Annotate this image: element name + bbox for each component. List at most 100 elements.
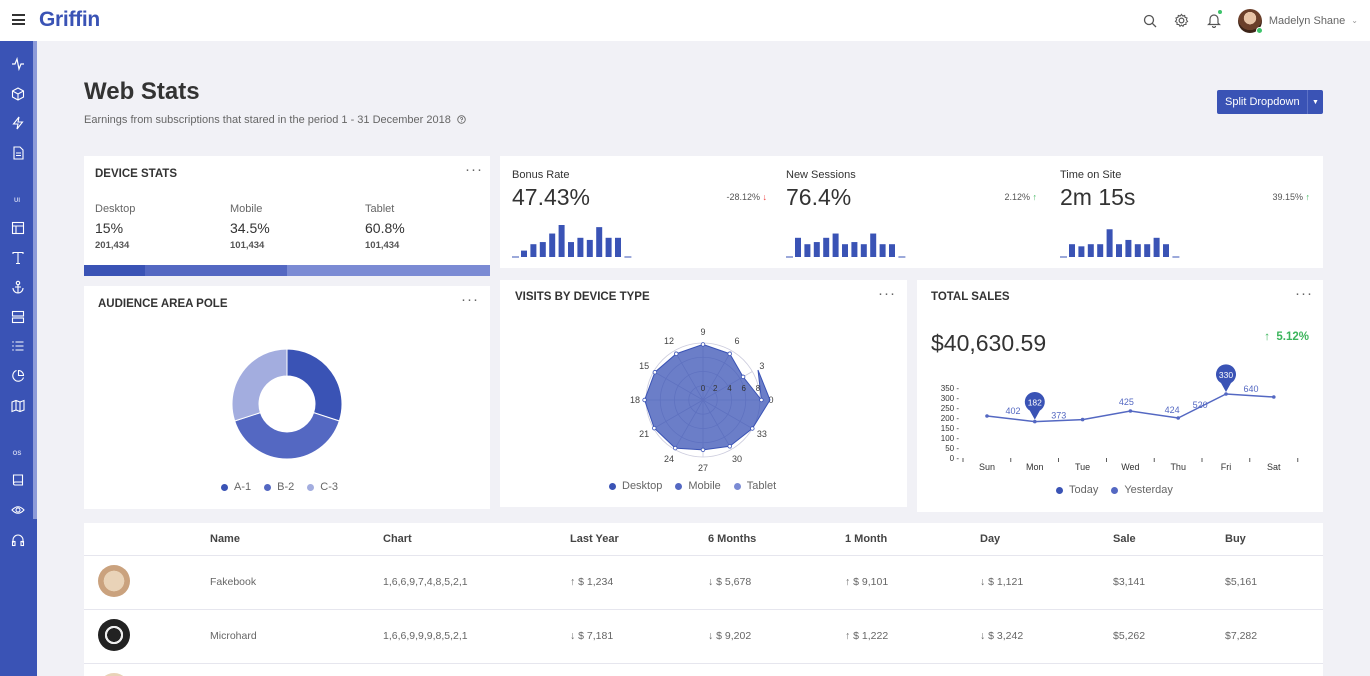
search-icon[interactable]: [1134, 0, 1166, 41]
legend-item[interactable]: Tablet: [733, 480, 776, 492]
bar: [558, 225, 565, 257]
avatar[interactable]: [1237, 8, 1263, 34]
column-header[interactable]: Sale: [1113, 533, 1136, 545]
caret-down-icon[interactable]: ▼: [1307, 90, 1323, 114]
device-share-segment: [144, 265, 287, 276]
bar: [823, 237, 830, 257]
column-header[interactable]: 1 Month: [845, 533, 888, 545]
y-tick-label: 50 -: [945, 444, 959, 453]
eye-icon[interactable]: [9, 501, 27, 519]
radar-axis-label: 21: [639, 429, 649, 439]
row-chart: 1,6,6,9,9,9,8,5,2,1: [383, 630, 468, 642]
stat-value: 76.4%: [786, 184, 852, 210]
x-tick-label: Wed: [1121, 462, 1139, 472]
list-icon[interactable]: [9, 337, 27, 355]
more-horizontal-icon[interactable]: ···: [465, 161, 483, 178]
radar-axis-label: 33: [757, 429, 767, 439]
legend-item[interactable]: Yesterday: [1111, 484, 1173, 496]
menu-icon[interactable]: [12, 14, 25, 25]
top-bar: Griffin Madelyn Shane ⌄: [0, 0, 1370, 41]
server-icon[interactable]: [9, 308, 27, 326]
online-status-dot: [1255, 26, 1263, 34]
more-horizontal-icon[interactable]: ···: [878, 285, 896, 302]
legend-item[interactable]: A-1: [221, 481, 251, 493]
chart-legend: A-1 B-2 C-3: [221, 481, 351, 493]
file-icon[interactable]: [9, 144, 27, 162]
chart-legend: Desktop Mobile Tablet: [609, 480, 789, 492]
marker-label: 330: [1219, 370, 1233, 380]
split-dropdown-button[interactable]: Split Dropdown ▼: [1217, 90, 1323, 114]
layout-icon[interactable]: [9, 219, 27, 237]
user-name[interactable]: Madelyn Shane: [1268, 14, 1346, 27]
legend-dot: [221, 483, 228, 491]
stat-label: Bonus Rate: [512, 169, 570, 181]
donut-chart: [231, 348, 343, 460]
company-logo: [98, 673, 130, 676]
legend-item[interactable]: Mobile: [675, 480, 721, 492]
cube-icon[interactable]: [9, 85, 27, 103]
row-buy: $7,282: [1225, 630, 1258, 642]
bar: [539, 242, 546, 257]
stat-value: 2m 15s: [1060, 184, 1136, 210]
gear-icon[interactable]: [1166, 0, 1198, 41]
radar-axis-label: 9: [700, 327, 705, 337]
row-name[interactable]: Fakebook: [210, 576, 257, 588]
activity-icon[interactable]: [9, 55, 27, 73]
x-tick-label: Fri: [1221, 462, 1232, 472]
column-header[interactable]: Day: [980, 533, 1001, 545]
stat-value: 47.43%: [512, 184, 591, 210]
type-icon[interactable]: [9, 249, 27, 267]
legend-label: Desktop: [622, 480, 663, 492]
legend-item[interactable]: Today: [1056, 484, 1098, 496]
device-share-segment: [287, 265, 490, 276]
column-header[interactable]: Buy: [1225, 533, 1246, 545]
row-name[interactable]: Microhard: [210, 630, 257, 642]
mini-stats-card: Bonus Rate 47.43% -28.12% ↓ New Sessions…: [500, 156, 1323, 268]
row-sale: $3,141: [1113, 576, 1146, 588]
divider: [84, 663, 1323, 664]
bell-icon[interactable]: [1198, 0, 1230, 41]
row-buy: $5,161: [1225, 576, 1258, 588]
help-circle-icon[interactable]: [457, 115, 466, 127]
map-icon[interactable]: [9, 397, 27, 415]
mini-stat-time-on-site: Time on Site 2m 15s 39.15% ↑: [1060, 156, 1310, 268]
row-chart: 1,6,6,9,7,4,8,5,2,1: [383, 576, 468, 588]
line-chart: 0 -50 -100 -150 -200 -250 -300 -350 - Sun…: [941, 364, 1299, 472]
more-horizontal-icon[interactable]: ···: [461, 291, 479, 308]
more-horizontal-icon[interactable]: ···: [1295, 285, 1313, 302]
chevron-down-icon[interactable]: ⌄: [1351, 16, 1358, 25]
legend-item[interactable]: C-3: [307, 481, 338, 493]
column-header[interactable]: Chart: [383, 533, 412, 545]
device-stat-desktop: Desktop 15% 201,434: [95, 203, 135, 251]
column-header[interactable]: Name: [210, 533, 240, 545]
device-count: 101,434: [365, 240, 400, 251]
legend-item[interactable]: B-2: [264, 481, 294, 493]
anchor-icon[interactable]: [9, 278, 27, 296]
row-value: $ 7,181: [578, 630, 614, 642]
sidebar-scrollbar[interactable]: [33, 41, 37, 519]
book-icon[interactable]: [9, 471, 27, 489]
arrow-up-icon: ↑: [845, 630, 851, 642]
legend-dot: [307, 483, 315, 491]
split-dropdown-label[interactable]: Split Dropdown: [1225, 96, 1300, 108]
bar: [870, 233, 877, 257]
sales-point: [1272, 395, 1276, 399]
zap-icon[interactable]: [9, 114, 27, 132]
legend-item[interactable]: Desktop: [609, 480, 662, 492]
user-menu[interactable]: Madelyn Shane ⌄: [1237, 8, 1358, 34]
x-tick-label: Thu: [1170, 462, 1186, 472]
arrow-down-icon: ↓: [980, 576, 986, 588]
row-one-month: ↑ $ 9,101: [845, 576, 888, 588]
sales-point: [1128, 409, 1133, 413]
bar: [879, 244, 886, 257]
radar-ring-label: 4: [727, 384, 732, 393]
y-tick-label: 0 -: [950, 454, 960, 463]
total-sales-card: TOTAL SALES ··· $40,630.59 ↑ 5.12% 0 -50…: [917, 280, 1323, 512]
column-header[interactable]: Last Year: [570, 533, 619, 545]
pie-chart-icon[interactable]: [9, 367, 27, 385]
column-header[interactable]: 6 Months: [708, 533, 757, 545]
sales-point: [1033, 419, 1037, 424]
arrow-up-icon: ↑: [1032, 192, 1038, 202]
headphones-icon[interactable]: [9, 531, 27, 549]
brand-logo[interactable]: Griffin: [39, 8, 100, 31]
